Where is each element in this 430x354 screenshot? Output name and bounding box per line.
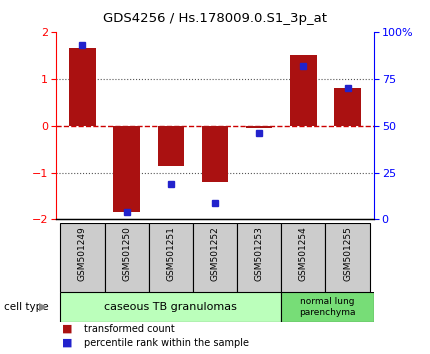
Bar <box>335 88 361 126</box>
Text: cell type: cell type <box>4 302 49 312</box>
Text: GDS4256 / Hs.178009.0.S1_3p_at: GDS4256 / Hs.178009.0.S1_3p_at <box>103 12 327 25</box>
Bar <box>149 223 193 292</box>
Text: GSM501254: GSM501254 <box>299 227 308 281</box>
Text: ■: ■ <box>62 324 73 334</box>
Text: ■: ■ <box>62 338 73 348</box>
Text: GSM501252: GSM501252 <box>211 227 219 281</box>
Bar <box>104 223 149 292</box>
Bar <box>281 292 374 322</box>
Bar <box>246 126 273 128</box>
Bar <box>69 48 95 126</box>
Bar <box>237 223 281 292</box>
Text: GSM501251: GSM501251 <box>166 227 175 281</box>
Bar <box>326 223 370 292</box>
Bar <box>290 55 316 126</box>
Text: caseous TB granulomas: caseous TB granulomas <box>104 302 237 312</box>
Text: ▶: ▶ <box>39 302 47 312</box>
Text: GSM501249: GSM501249 <box>78 227 87 281</box>
Bar <box>114 126 140 212</box>
Text: GSM501255: GSM501255 <box>343 227 352 281</box>
Bar <box>281 223 326 292</box>
Bar <box>202 126 228 182</box>
Bar <box>60 223 104 292</box>
Text: GSM501250: GSM501250 <box>122 227 131 281</box>
Text: normal lung
parenchyma: normal lung parenchyma <box>299 297 356 317</box>
Text: GSM501253: GSM501253 <box>255 227 264 281</box>
Bar <box>157 126 184 166</box>
Text: transformed count: transformed count <box>84 324 175 334</box>
Bar <box>60 292 281 322</box>
Bar <box>193 223 237 292</box>
Text: percentile rank within the sample: percentile rank within the sample <box>84 338 249 348</box>
